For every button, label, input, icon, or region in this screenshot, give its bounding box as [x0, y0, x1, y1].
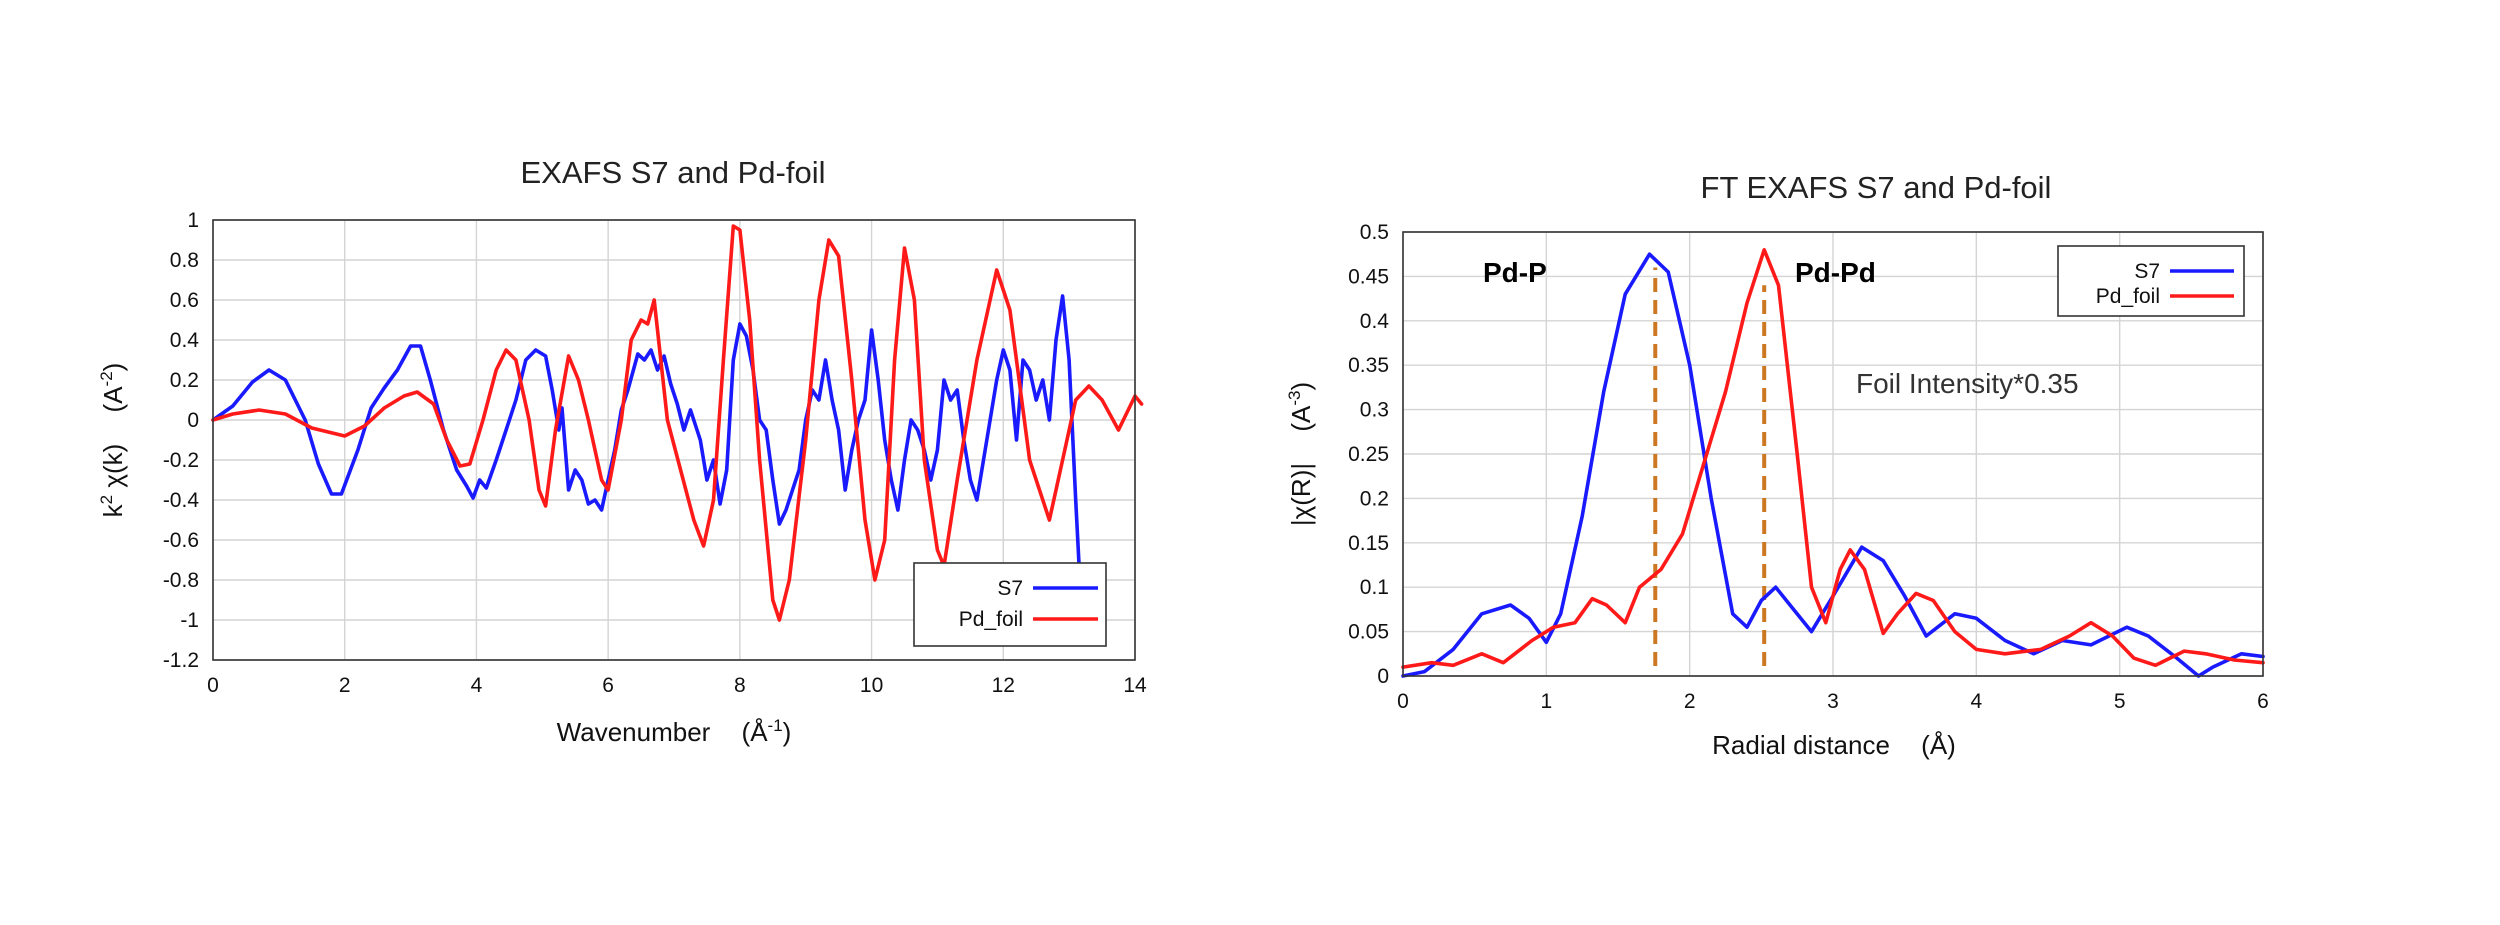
exafs-legend-label-s7: S7	[997, 577, 1023, 600]
exafs-y-tick-label: 0.4	[170, 329, 200, 352]
exafs-x-tick-label: 0	[207, 674, 219, 697]
exafs-y-tick-label: -1	[180, 609, 199, 632]
exafs-legend-box	[913, 562, 1107, 647]
exafs-y-axis-label: k2 χ(k) (A-2)	[97, 363, 128, 518]
exafs-y-tick-label: 0.2	[170, 369, 199, 392]
ft-exafs-y-tick-label: 0.2	[1360, 487, 1389, 510]
ft-exafs-x-tick-label: 2	[1684, 690, 1696, 713]
exafs-x-tick-label: 14	[1123, 674, 1147, 697]
ft-exafs-legend-label-s7: S7	[2134, 260, 2160, 283]
exafs-y-tick-label: 0	[187, 409, 199, 432]
ft-exafs-x-tick-label: 6	[2257, 690, 2269, 713]
ft-exafs-plot-frame	[1402, 231, 2264, 677]
exafs-y-tick-label: -0.6	[163, 529, 199, 552]
ft-exafs-series-line-pd-foil	[1401, 248, 2265, 669]
ft-exafs-y-tick-label: 0.25	[1348, 443, 1389, 466]
annotation-foil-intensity: Foil Intensity*0.35	[1856, 368, 2079, 399]
ft-exafs-y-tick-label: 0.5	[1360, 221, 1389, 244]
exafs-x-tick-label: 2	[339, 674, 351, 697]
exafs-chart: EXAFS S7 and Pd-foil 0 2 4 6 8 10 12 14 1 0.8 0.6…	[97, 155, 1147, 747]
exafs-y-tick-label: -0.4	[163, 489, 200, 512]
exafs-series-group	[211, 224, 1144, 622]
ft-exafs-x-ticks: 0 1 2 3 4 5 6	[1397, 690, 2269, 713]
ft-exafs-marker-lines	[1653, 267, 1767, 666]
exafs-x-ticks: 0 2 4 6 8 10 12 14	[207, 674, 1147, 697]
ft-exafs-legend-box	[2057, 245, 2245, 317]
ft-exafs-y-tick-label: 0.1	[1360, 576, 1389, 599]
ft-exafs-x-tick-label: 4	[1970, 690, 1982, 713]
exafs-legend-label-pd-foil: Pd_foil	[959, 608, 1023, 631]
exafs-y-tick-label: -0.8	[163, 569, 199, 592]
ft-exafs-chart-title: FT EXAFS S7 and Pd-foil	[1701, 170, 2052, 205]
ft-exafs-y-tick-label: 0.3	[1360, 399, 1389, 422]
exafs-series-line-pd-foil	[211, 224, 1144, 622]
annotation-pd-p: Pd-P	[1483, 257, 1547, 288]
exafs-x-tick-label: 12	[992, 674, 1015, 697]
ft-exafs-x-tick-label: 3	[1827, 690, 1839, 713]
ft-exafs-y-tick-label: 0.15	[1348, 532, 1389, 555]
ft-exafs-x-tick-label: 5	[2114, 690, 2126, 713]
ft-exafs-series-group	[1401, 248, 2265, 678]
ft-exafs-legend-label-pd-foil: Pd_foil	[2096, 285, 2160, 308]
exafs-plot-frame	[212, 219, 1136, 661]
ft-exafs-y-ticks: 0.5 0.45 0.4 0.35 0.3 0.25 0.2 0.15 0.1 0.05 0	[1348, 221, 1389, 688]
exafs-x-axis-label: Wavenumber (Å-1)	[557, 716, 792, 747]
ft-exafs-y-tick-label: 0.45	[1348, 265, 1389, 288]
exafs-y-tick-label: -1.2	[163, 649, 199, 672]
exafs-grid	[212, 219, 1136, 661]
exafs-y-tick-label: -0.2	[163, 449, 199, 472]
ft-exafs-y-tick-label: 0.4	[1360, 310, 1390, 333]
ft-exafs-legend: S7 Pd_foil	[2057, 245, 2245, 317]
exafs-y-ticks: 1 0.8 0.6 0.4 0.2 0 -0.2 -0.4 -0.6 -0.8 -1 -1.2	[163, 209, 200, 672]
annotation-pd-pd: Pd-Pd	[1795, 257, 1876, 288]
ft-exafs-x-axis-label: Radial distance (Å)	[1712, 730, 1956, 760]
ft-exafs-x-tick-label: 1	[1540, 690, 1552, 713]
exafs-legend: S7 Pd_foil	[913, 562, 1107, 647]
ft-exafs-y-tick-label: 0.35	[1348, 354, 1389, 377]
exafs-x-tick-label: 4	[471, 674, 483, 697]
exafs-x-tick-label: 10	[860, 674, 883, 697]
exafs-y-tick-label: 1	[187, 209, 199, 232]
exafs-chart-title: EXAFS S7 and Pd-foil	[521, 155, 826, 190]
ft-exafs-series-line-s7	[1401, 252, 2265, 678]
exafs-y-tick-label: 0.6	[170, 289, 199, 312]
ft-exafs-y-axis-label: |χ(R)| (A-3)	[1285, 382, 1316, 526]
ft-exafs-y-tick-label: 0.05	[1348, 621, 1389, 644]
exafs-x-tick-label: 6	[602, 674, 614, 697]
exafs-y-tick-label: 0.8	[170, 249, 199, 272]
ft-exafs-y-tick-label: 0	[1377, 665, 1389, 688]
exafs-x-tick-label: 8	[734, 674, 746, 697]
ft-exafs-x-tick-label: 0	[1397, 690, 1409, 713]
